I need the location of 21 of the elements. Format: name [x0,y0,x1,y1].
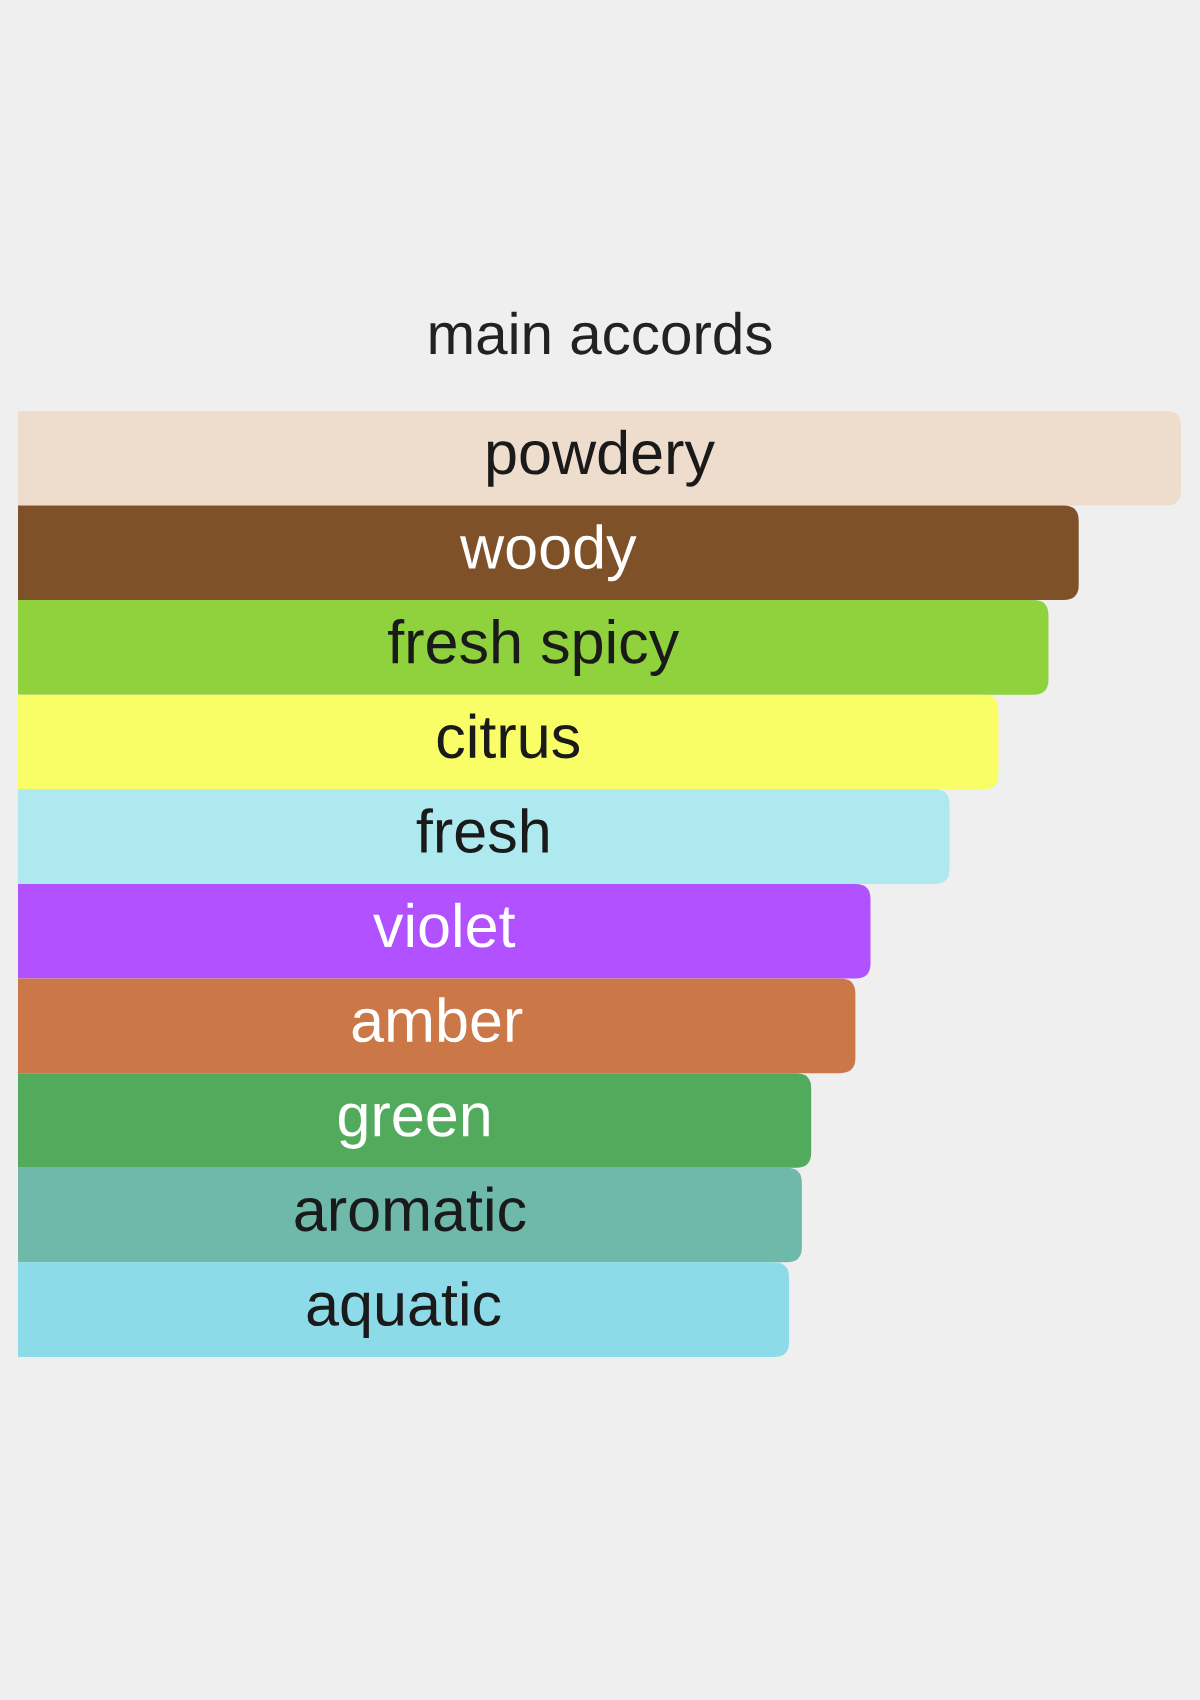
bar [18,978,856,1074]
y-tick-label: aquatic [307,1281,501,1339]
bar [18,1167,802,1263]
y-tick-label: citrus [437,713,580,759]
bar [18,694,999,790]
y-tick-label: fresh spicy [388,618,680,676]
bar [18,600,1049,695]
y-tick-label: aromatic [295,1186,526,1232]
chart-title: main accords [430,311,772,355]
y-tick-label: fresh [416,808,548,854]
bar [18,883,871,979]
y-tick-label: powdery [487,429,715,487]
y-tick-label: violet [373,902,516,948]
bar [18,505,1079,601]
y-tick-label: amber [352,997,523,1043]
bar [18,1073,812,1168]
bar [18,410,1182,506]
bar [18,789,950,884]
y-tick-label: woody [459,524,637,582]
bar [18,1262,790,1357]
y-tick-label: green [339,1103,489,1149]
